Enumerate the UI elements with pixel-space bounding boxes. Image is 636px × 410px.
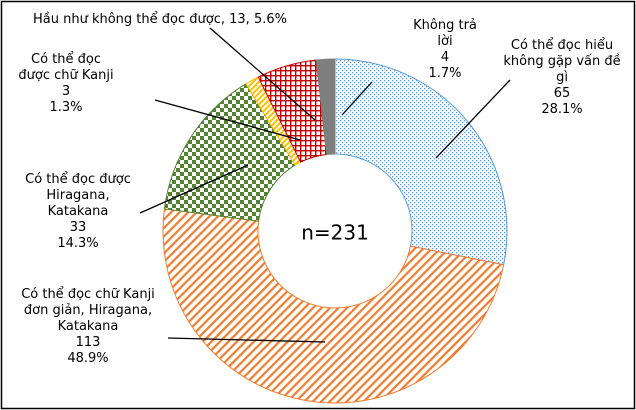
value-label: 13 xyxy=(229,12,246,27)
percent-label: 1.7% xyxy=(428,66,462,81)
percent-label: 28.1% xyxy=(541,102,583,117)
category-name: Không trả lời xyxy=(413,18,477,49)
donut-slice xyxy=(162,208,505,404)
leader-lines xyxy=(139,27,511,343)
donut-slice xyxy=(315,58,336,156)
category-name: Có thể đọc được Hiragana, Katakana xyxy=(25,172,131,219)
percent-label: 14.3% xyxy=(57,236,99,251)
data-label: Có thể đọc hiểu không gặp vấn đề gì 65 28.… xyxy=(500,38,624,118)
value-label: 4 xyxy=(440,50,450,65)
data-label: Có thể đọc được chữ Kanji 3 1.3% xyxy=(18,52,114,116)
data-label: Có thể đọc được Hiragana, Katakana 33 14.3… xyxy=(14,172,142,252)
donut-slice xyxy=(334,58,508,266)
value-label: 65 xyxy=(553,86,571,101)
value-label: 113 xyxy=(75,335,101,350)
percent-label: 5.6% xyxy=(253,12,287,27)
category-name: Có thể đọc hiểu không gặp vấn đề gì xyxy=(503,38,621,85)
data-label: Không trả lời 4 1.7% xyxy=(405,18,485,82)
data-label: Có thể đọc chữ Kanji đơn giản, Hiragana,… xyxy=(18,287,158,367)
category-name: Có thể đọc được chữ Kanji xyxy=(18,52,114,83)
center-label: n=231 xyxy=(301,221,369,245)
percent-label: 1.3% xyxy=(49,100,83,115)
value-label: 33 xyxy=(69,220,87,235)
donut-slice xyxy=(163,83,296,222)
data-label: Hầu như không thể đọc được, 13, 5.6% xyxy=(33,12,287,27)
category-name: Hầu như không thể đọc được xyxy=(33,12,221,27)
value-label: 3 xyxy=(61,84,71,99)
percent-label: 48.9% xyxy=(67,351,109,366)
category-name: Có thể đọc chữ Kanji đơn giản, Hiragana,… xyxy=(21,287,155,334)
